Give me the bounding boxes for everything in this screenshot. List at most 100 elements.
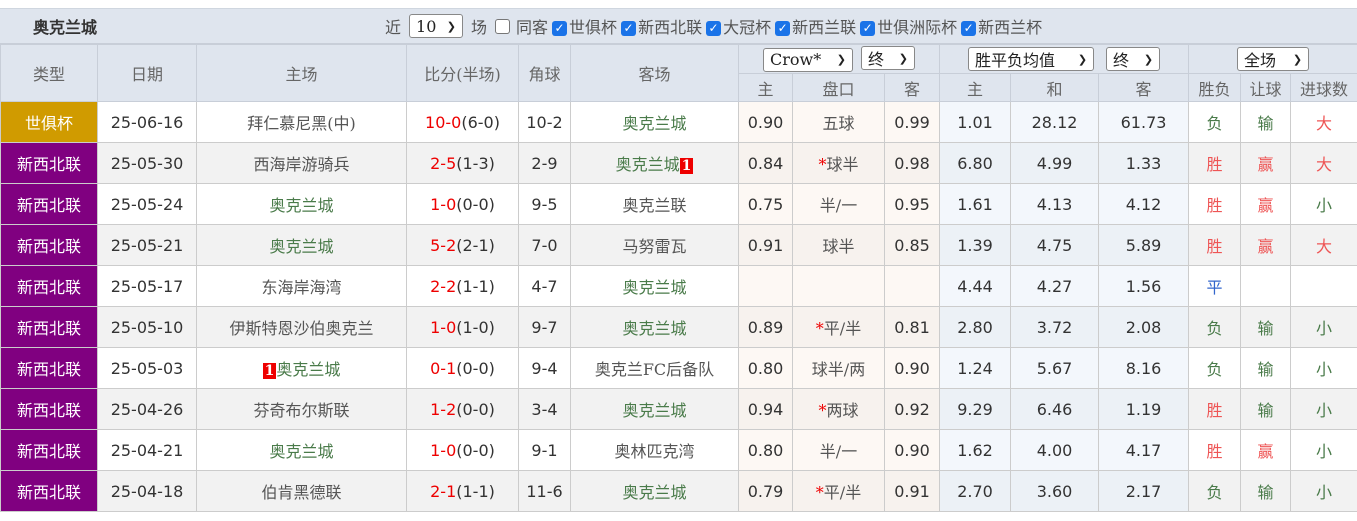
header-away: 客场 — [570, 44, 739, 102]
header-eu-home: 主 — [939, 73, 1012, 102]
table-row[interactable]: 新西北联 25-05-30 西海岸游骑兵 2-5(1-3) 2-9 奥克兰城 1 0.84 *球… — [0, 142, 1357, 184]
header-goals: 进球数 — [1290, 73, 1357, 102]
recent-count-select[interactable]: 10 ❯ — [409, 14, 464, 38]
home-team-cell[interactable]: 拜仁慕尼黑(中) — [196, 101, 407, 143]
result-cell: 胜 — [1188, 183, 1242, 225]
home-team-cell[interactable]: 东海岸海湾 — [196, 265, 407, 307]
ah-home-odds: 0.75 — [738, 183, 793, 225]
away-team-cell[interactable]: 奥克兰城 — [570, 388, 739, 430]
eu-home-odds: 4.44 — [939, 265, 1012, 307]
ah-stage-select[interactable]: 终 ❯ — [861, 46, 916, 71]
star-marker: * — [815, 319, 824, 338]
away-team-name: 奥克兰城 — [622, 114, 687, 133]
eu-home-odds: 9.29 — [939, 388, 1012, 430]
away-team-cell[interactable]: 奥克兰联 — [570, 183, 739, 225]
home-team-cell[interactable]: 伯肯黑德联 — [196, 470, 407, 512]
away-team-cell[interactable]: 奥林匹克湾 — [570, 429, 739, 471]
score-cell[interactable]: 1-0(0-0) — [406, 429, 519, 471]
competition-badge: 新西北联 — [0, 224, 98, 266]
asian-handicap-header: Crow* ❯ 终 ❯ — [737, 44, 941, 74]
table-row[interactable]: 新西北联 25-05-03 1 奥克兰城 0-1(0-0) 9-4 奥克兰FC后备队 0.80… — [0, 347, 1357, 389]
ah-company-select[interactable]: Crow* ❯ — [763, 47, 854, 72]
corner-cell: 7-0 — [518, 224, 571, 266]
home-team-cell[interactable]: 伊斯特恩沙伯奥克兰 — [196, 306, 407, 348]
date-cell: 25-04-21 — [97, 429, 197, 471]
chevron-down-icon: ❯ — [1292, 52, 1303, 66]
header-type: 类型 — [0, 44, 98, 102]
period-select[interactable]: 全场 ❯ — [1237, 47, 1310, 71]
eu-away-odds: 8.16 — [1098, 347, 1190, 389]
ah-line-cell — [792, 265, 885, 307]
competition-label: 世俱杯 — [569, 18, 618, 37]
score-cell[interactable]: 1-0(1-0) — [406, 306, 519, 348]
away-team-cell[interactable]: 奥克兰FC后备队 — [570, 347, 739, 389]
home-team-cell[interactable]: 奥克兰城 — [196, 429, 407, 471]
away-team-cell[interactable]: 奥克兰城 — [570, 265, 739, 307]
home-team-name: 奥克兰城 — [276, 360, 341, 379]
table-row[interactable]: 新西北联 25-05-24 奥克兰城 1-0(0-0) 9-5 奥克兰联 0.75 半/一 0.… — [0, 183, 1357, 225]
competition-badge: 新西北联 — [0, 142, 98, 184]
score-cell[interactable]: 10-0(6-0) — [406, 101, 519, 143]
eu-type-value: 胜平负均值 — [975, 51, 1056, 70]
full-time-score: 2-1 — [430, 481, 457, 501]
score-cell[interactable]: 2-2(1-1) — [406, 265, 519, 307]
home-team-cell[interactable]: 芬奇布尔斯联 — [196, 388, 407, 430]
header-result: 胜负 — [1188, 73, 1242, 102]
away-team-cell[interactable]: 马努雷瓦 — [570, 224, 739, 266]
same-venue-checkbox[interactable] — [495, 18, 511, 34]
table-row[interactable]: 世俱杯 25-06-16 拜仁慕尼黑(中) 10-0(6-0) 10-2 奥克兰城 0.90… — [0, 101, 1357, 143]
score-cell[interactable]: 0-1(0-0) — [406, 347, 519, 389]
home-team-cell[interactable]: 奥克兰城 — [196, 183, 407, 225]
score-cell[interactable]: 5-2(2-1) — [406, 224, 519, 266]
away-team-name: 马努雷瓦 — [622, 237, 687, 256]
score-cell[interactable]: 1-0(0-0) — [406, 183, 519, 225]
competition-checkbox[interactable]: ✓ — [552, 21, 568, 36]
table-row[interactable]: 新西北联 25-05-21 奥克兰城 5-2(2-1) 7-0 马努雷瓦 0.91 球半 0.8… — [0, 224, 1357, 266]
competition-checkbox[interactable]: ✓ — [706, 21, 722, 36]
ah-stage-value: 终 — [868, 50, 885, 70]
away-team-cell[interactable]: 奥克兰城 — [570, 470, 739, 512]
recent-prefix: 近 — [385, 18, 402, 37]
home-team-cell[interactable]: 西海岸游骑兵 — [196, 142, 407, 184]
handicap-result-cell: 输 — [1240, 388, 1292, 430]
eu-draw-odds: 3.60 — [1010, 470, 1100, 512]
date-cell: 25-06-16 — [97, 101, 197, 143]
half-time-score: (0-0) — [456, 399, 495, 419]
ah-home-odds: 0.84 — [738, 142, 793, 184]
away-team-cell[interactable]: 奥克兰城 1 — [570, 142, 739, 184]
table-row[interactable]: 新西北联 25-04-18 伯肯黑德联 2-1(1-1) 11-6 奥克兰城 0.79 *平/… — [0, 470, 1357, 512]
eu-type-select[interactable]: 胜平负均值 ❯ — [968, 47, 1095, 71]
ah-away-odds: 0.95 — [883, 183, 941, 225]
home-team-cell[interactable]: 1 奥克兰城 — [196, 347, 407, 389]
home-team-name: 奥克兰城 — [269, 196, 334, 215]
ah-line: 半/一 — [819, 196, 858, 215]
home-team-name: 伊斯特恩沙伯奥克兰 — [229, 319, 374, 338]
table-row[interactable]: 新西北联 25-05-17 东海岸海湾 2-2(1-1) 4-7 奥克兰城 4.44 4.27… — [0, 265, 1357, 307]
result-cell: 负 — [1188, 306, 1242, 348]
competition-checkbox[interactable]: ✓ — [860, 21, 876, 36]
competition-label: 大冠杯 — [723, 18, 772, 37]
table-row[interactable]: 新西北联 25-04-26 芬奇布尔斯联 1-2(0-0) 3-4 奥克兰城 0.94 *两球… — [0, 388, 1357, 430]
eu-draw-odds: 6.46 — [1010, 388, 1100, 430]
away-team-cell[interactable]: 奥克兰城 — [570, 306, 739, 348]
score-cell[interactable]: 2-1(1-1) — [406, 470, 519, 512]
result-cell: 胜 — [1188, 142, 1242, 184]
competition-checkbox[interactable]: ✓ — [775, 21, 791, 36]
eu-stage-select[interactable]: 终 ❯ — [1106, 47, 1161, 71]
eu-away-odds: 1.33 — [1098, 142, 1190, 184]
table-row[interactable]: 新西北联 25-04-21 奥克兰城 1-0(0-0) 9-1 奥林匹克湾 0.80 半/一 0… — [0, 429, 1357, 471]
score-cell[interactable]: 1-2(0-0) — [406, 388, 519, 430]
home-team-name: 芬奇布尔斯联 — [253, 401, 350, 420]
match-table: 类型 日期 主场 比分(半场) 角球 客场 Crow* ❯ 终 ❯ 胜平负均值 ❯ 终 ❯ … — [0, 44, 1357, 512]
half-time-score: (6-0) — [461, 112, 500, 132]
handicap-result-cell — [1240, 265, 1292, 307]
away-team-cell[interactable]: 奥克兰城 — [570, 101, 739, 143]
home-team-cell[interactable]: 奥克兰城 — [196, 224, 407, 266]
table-row[interactable]: 新西北联 25-05-10 伊斯特恩沙伯奥克兰 1-0(1-0) 9-7 奥克兰城 0.89… — [0, 306, 1357, 348]
home-team-name: 奥克兰城 — [269, 442, 334, 461]
competition-checkbox[interactable]: ✓ — [621, 21, 637, 36]
score-cell[interactable]: 2-5(1-3) — [406, 142, 519, 184]
away-team-name: 奥克兰FC后备队 — [594, 360, 715, 379]
competition-checkbox[interactable]: ✓ — [961, 21, 977, 36]
star-marker: * — [818, 401, 827, 420]
